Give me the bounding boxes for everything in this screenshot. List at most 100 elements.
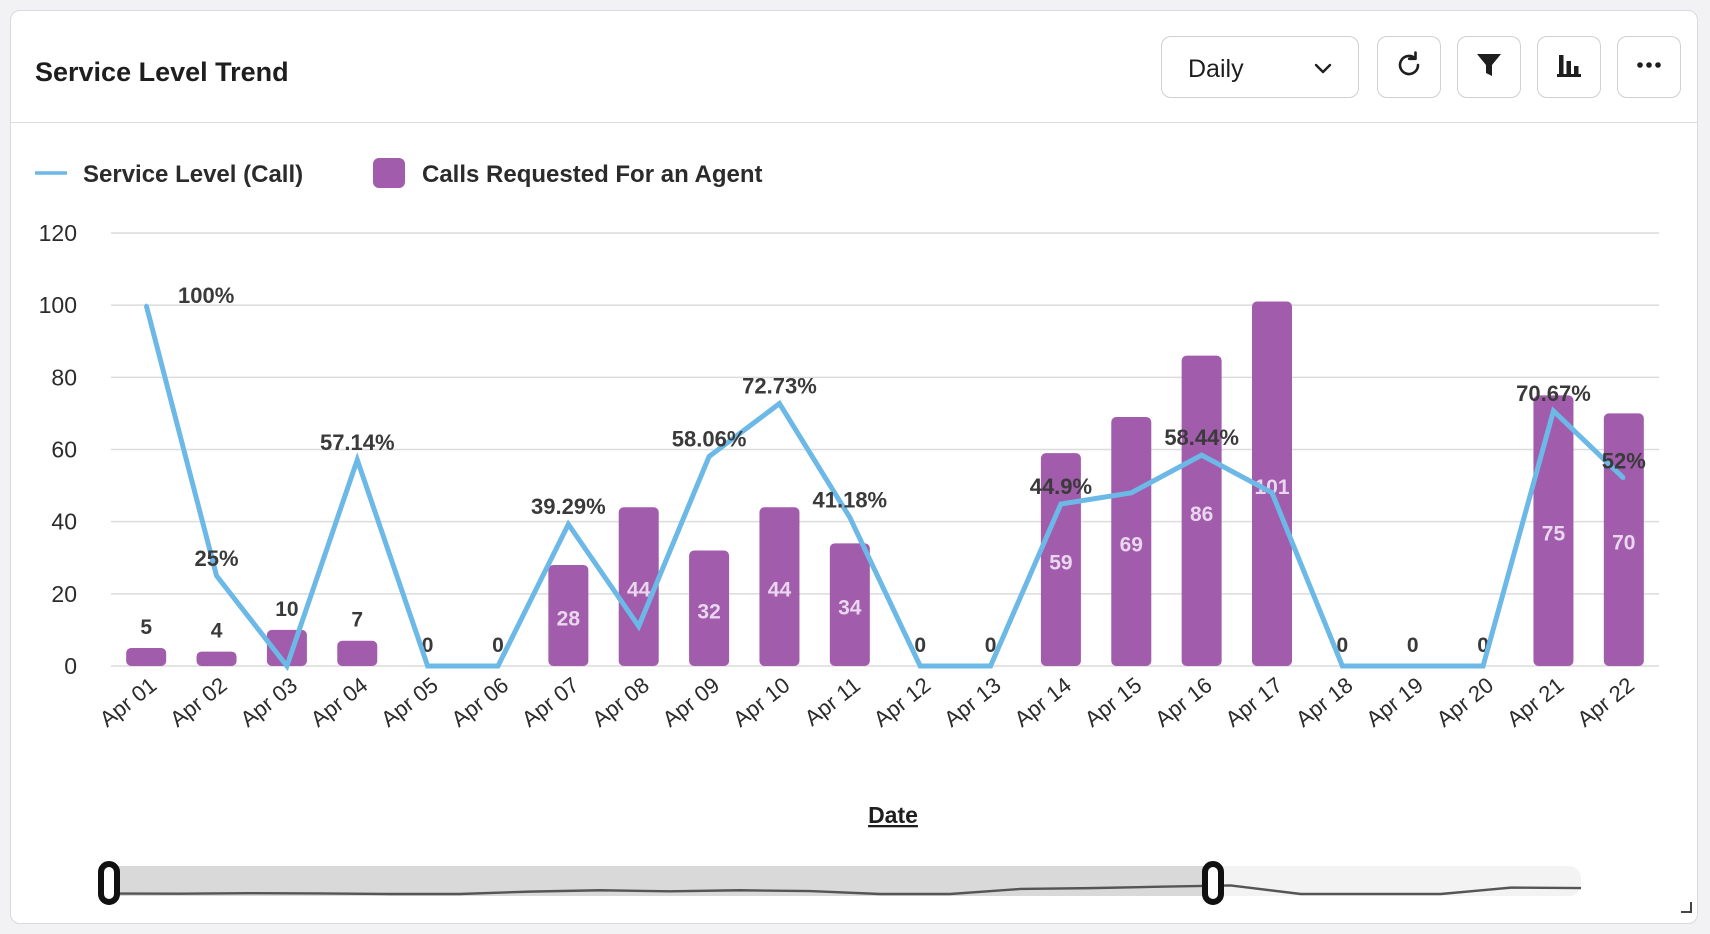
- bar-chart-icon: [1554, 50, 1584, 85]
- y-tick-label: 100: [39, 292, 77, 318]
- bar-value-label: 44: [768, 579, 792, 602]
- service-level-point: [637, 624, 641, 628]
- service-level-point: [1622, 476, 1626, 480]
- period-select[interactable]: Daily: [1161, 36, 1359, 98]
- x-tick-label: Apr 15: [1080, 672, 1146, 732]
- service-level-data-label: 25%: [195, 546, 239, 571]
- bar-value-label: 0: [492, 634, 504, 657]
- x-tick-label: Apr 04: [306, 672, 372, 732]
- range-handle-left[interactable]: [98, 861, 120, 905]
- service-level-point: [1411, 664, 1415, 668]
- bar-apr-11: [829, 543, 870, 666]
- service-level-line: [143, 304, 1626, 672]
- bar-apr-22: [1603, 413, 1644, 666]
- y-tick-label: 0: [64, 653, 77, 679]
- bar-apr-16: [1181, 355, 1222, 666]
- x-axis-title: Date: [868, 802, 918, 828]
- x-tick-label: Apr 12: [869, 672, 935, 732]
- bar-apr-04: [337, 640, 378, 666]
- service-level-point: [1340, 664, 1344, 668]
- x-tick-label: Apr 16: [1150, 672, 1216, 732]
- service-level-data-label: 70.67%: [1516, 381, 1591, 406]
- bar-value-label: 5: [140, 616, 152, 639]
- bar-value-label: 0: [985, 634, 997, 657]
- service-level-point: [707, 455, 711, 459]
- chart-type-button[interactable]: [1537, 36, 1601, 98]
- widget-title: Service Level Trend: [35, 57, 289, 87]
- bar-apr-10: [759, 507, 800, 666]
- service-level-data-label: 39.29%: [531, 494, 606, 519]
- bar-value-label: 86: [1190, 503, 1213, 526]
- service-level-data-label: 57.14%: [320, 430, 395, 455]
- bar-value-label: 69: [1120, 534, 1143, 557]
- bar-value-label: 4: [211, 620, 223, 643]
- service-level-data-label: 100%: [178, 283, 234, 308]
- refresh-button[interactable]: [1377, 36, 1441, 98]
- bar-value-label: 59: [1049, 552, 1072, 575]
- service-level-point: [989, 664, 993, 668]
- x-tick-label: Apr 18: [1291, 672, 1357, 732]
- bar-apr-17: [1252, 301, 1292, 666]
- bar-value-label: 0: [422, 634, 434, 657]
- x-tick-label: Apr 01: [95, 672, 161, 732]
- widget-header: Service Level Trend Daily: [11, 11, 1697, 123]
- service-level-point: [777, 402, 781, 406]
- bar-apr-07: [548, 564, 589, 666]
- legend-bar-swatch: [373, 158, 405, 188]
- x-tick-label: Apr 20: [1432, 672, 1498, 732]
- bar-apr-14: [1040, 453, 1081, 666]
- y-tick-label: 80: [51, 364, 77, 390]
- y-tick-label: 60: [51, 437, 77, 463]
- filter-icon: [1474, 50, 1504, 85]
- combo-chart: Service Level (Call) Calls Requested For …: [35, 158, 1659, 905]
- service-level-trend-widget: Service Level Trend Daily: [10, 10, 1698, 924]
- bar-apr-15: [1111, 417, 1152, 666]
- y-tick-label: 120: [39, 220, 77, 246]
- service-level-point: [215, 574, 219, 578]
- x-tick-label: Apr 22: [1572, 672, 1638, 732]
- service-level-point: [144, 303, 148, 307]
- service-level-point: [566, 522, 570, 526]
- bar-apr-02: [196, 651, 237, 666]
- bar-value-label: 0: [1477, 634, 1489, 657]
- more-options-button[interactable]: [1617, 36, 1681, 98]
- x-tick-label: Apr 09: [658, 672, 724, 732]
- service-level-point: [426, 664, 430, 668]
- service-level-point: [848, 515, 852, 519]
- filter-button[interactable]: [1457, 36, 1521, 98]
- x-tick-label: Apr 17: [1221, 672, 1287, 732]
- service-level-data-label: 58.06%: [672, 427, 747, 452]
- bar-value-label: 28: [557, 607, 581, 630]
- bar-apr-09: [689, 550, 730, 666]
- bar-apr-21: [1533, 395, 1574, 666]
- bar-value-label: 7: [351, 609, 363, 632]
- service-level-data-label: 72.73%: [742, 374, 817, 399]
- bar-value-label: 0: [1407, 634, 1419, 657]
- legend-label-calls-requested: Calls Requested For an Agent: [422, 161, 763, 188]
- x-tick-label: Apr 14: [1010, 672, 1076, 732]
- bar-value-label: 32: [697, 600, 720, 623]
- bar-value-label: 0: [1337, 634, 1349, 657]
- service-level-data-label: 44.9%: [1030, 474, 1092, 499]
- y-tick-label: 40: [51, 509, 77, 535]
- bar-value-label: 10: [275, 598, 298, 621]
- x-tick-label: Apr 19: [1361, 672, 1427, 732]
- bar-value-label: 75: [1542, 523, 1566, 546]
- chevron-down-icon: [1312, 57, 1334, 84]
- resize-handle-icon[interactable]: [1679, 900, 1693, 919]
- service-level-point: [1200, 453, 1204, 457]
- service-level-point: [285, 664, 289, 668]
- refresh-icon: [1393, 49, 1425, 86]
- service-level-point: [496, 664, 500, 668]
- bar-apr-08: [618, 507, 659, 666]
- range-handle-right[interactable]: [1202, 861, 1224, 905]
- period-select-value: Daily: [1188, 55, 1244, 83]
- y-tick-label: 20: [51, 581, 77, 607]
- bar-apr-01: [126, 647, 167, 666]
- service-level-point: [355, 458, 359, 462]
- service-level-point: [918, 664, 922, 668]
- x-tick-label: Apr 07: [517, 672, 583, 732]
- x-tick-label: Apr 10: [728, 672, 794, 732]
- service-level-point: [1481, 664, 1485, 668]
- x-tick-label: Apr 05: [376, 672, 442, 732]
